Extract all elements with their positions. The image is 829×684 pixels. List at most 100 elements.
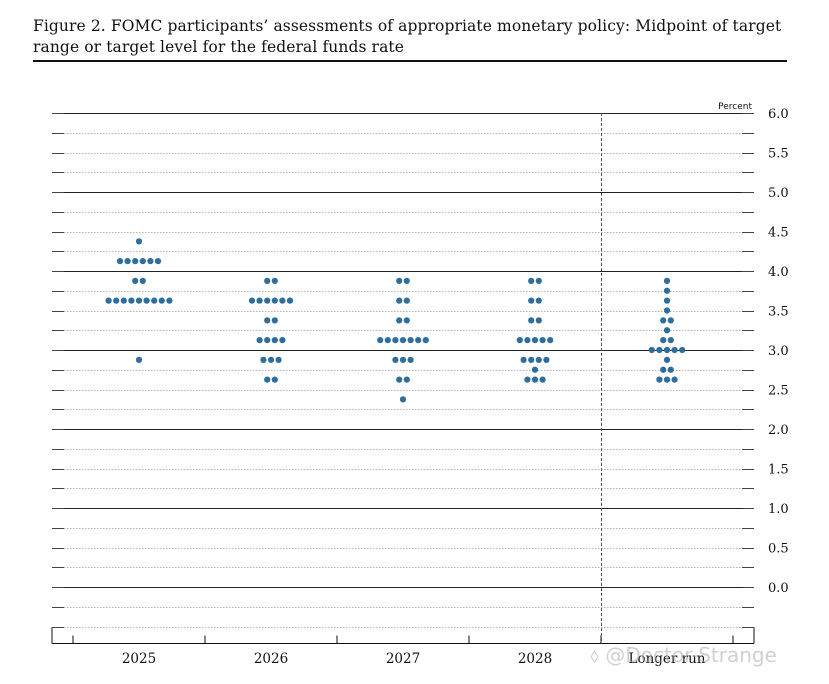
- data-dot: [663, 376, 671, 383]
- watermark: ⬨ @Doctor-Strange: [590, 643, 777, 667]
- data-dot: [660, 366, 667, 373]
- data-dot: [524, 376, 531, 383]
- data-dot: [528, 317, 535, 324]
- data-dot: [271, 317, 278, 324]
- data-dot: [535, 297, 542, 304]
- data-dot: [403, 277, 410, 284]
- data-dot: [116, 258, 124, 265]
- data-dot: [256, 337, 263, 344]
- data-dot: [271, 337, 278, 344]
- data-dot: [135, 356, 143, 363]
- y-tick-label: 1.0: [768, 502, 789, 517]
- y-tick-label: 0.5: [768, 542, 789, 557]
- data-dot: [535, 356, 542, 363]
- data-dot: [660, 337, 667, 344]
- data-dot: [399, 396, 407, 403]
- data-dot: [260, 356, 267, 363]
- axes: [51, 113, 755, 644]
- data-dot: [656, 346, 663, 354]
- data-dot: [135, 297, 143, 304]
- x-category-label: 2027: [386, 651, 420, 667]
- data-dot: [279, 337, 286, 344]
- data-dot: [671, 376, 678, 383]
- data-dot: [663, 327, 671, 334]
- data-dot: [256, 297, 263, 304]
- data-dot: [660, 317, 667, 324]
- gridlines: [52, 113, 754, 628]
- data-dot: [264, 317, 271, 324]
- data-dot: [143, 297, 150, 304]
- x-category-label: 2026: [254, 651, 288, 667]
- data-dot: [105, 297, 112, 304]
- data-dot: [663, 297, 671, 304]
- data-dot: [396, 317, 403, 324]
- dots: [105, 238, 686, 403]
- data-dot: [528, 356, 535, 363]
- data-dot: [528, 297, 535, 304]
- data-dot: [392, 337, 399, 344]
- data-dot: [267, 356, 275, 363]
- data-dot: [663, 277, 671, 284]
- data-dot: [403, 317, 410, 324]
- data-dot: [516, 337, 523, 344]
- figure-title: Figure 2. FOMC participants’ assessments…: [33, 17, 782, 56]
- y-tick-label: 2.0: [768, 423, 789, 438]
- data-dot: [132, 258, 139, 265]
- data-dot: [520, 356, 527, 363]
- y-tick-label: 5.0: [768, 186, 789, 201]
- data-dot: [539, 376, 546, 383]
- y-tick-label: 4.0: [768, 265, 789, 280]
- data-dot: [248, 297, 256, 304]
- data-dot: [547, 337, 554, 344]
- data-dot: [264, 297, 271, 304]
- y-tick-label: 2.5: [768, 384, 789, 399]
- data-dot: [264, 337, 271, 344]
- data-dot: [158, 297, 165, 304]
- data-dot: [396, 297, 403, 304]
- data-dot: [113, 297, 120, 304]
- data-dot: [377, 337, 384, 344]
- data-dot: [663, 356, 671, 363]
- y-tick-label: 3.5: [768, 305, 789, 320]
- data-dot: [656, 376, 663, 383]
- data-dot: [399, 356, 407, 363]
- data-dot: [139, 277, 146, 284]
- data-dot: [151, 297, 158, 304]
- data-dot: [286, 297, 294, 304]
- y-tick-label: 3.0: [768, 344, 789, 359]
- data-dot: [415, 337, 422, 344]
- data-dot: [524, 337, 531, 344]
- title-rule: [33, 60, 787, 62]
- data-dot: [663, 346, 671, 354]
- data-dot: [154, 258, 162, 265]
- data-dot: [128, 297, 135, 304]
- data-dot: [132, 277, 139, 284]
- data-dot: [120, 297, 127, 304]
- data-dot: [396, 277, 403, 284]
- data-dot: [139, 258, 146, 265]
- data-dot: [264, 376, 271, 383]
- y-axis-label: Percent: [718, 102, 752, 112]
- data-dot: [531, 376, 539, 383]
- data-dot: [667, 366, 674, 373]
- data-dot: [271, 277, 278, 284]
- data-dot: [271, 376, 278, 383]
- data-dot: [535, 277, 542, 284]
- data-dot: [663, 287, 671, 294]
- y-tick-label: 4.5: [768, 226, 789, 241]
- data-dot: [543, 356, 550, 363]
- data-dot: [671, 346, 678, 354]
- y-tick-label: 0.0: [768, 581, 789, 596]
- data-dot: [422, 337, 429, 344]
- y-tick-label: 1.5: [768, 463, 789, 478]
- data-dot: [539, 337, 546, 344]
- data-dot: [396, 376, 403, 383]
- data-dot: [135, 238, 143, 245]
- data-dot: [271, 297, 278, 304]
- data-dot: [535, 317, 542, 324]
- x-category-label: 2025: [122, 651, 156, 667]
- data-dot: [407, 337, 414, 344]
- data-dot: [679, 346, 686, 354]
- data-dot: [667, 317, 674, 324]
